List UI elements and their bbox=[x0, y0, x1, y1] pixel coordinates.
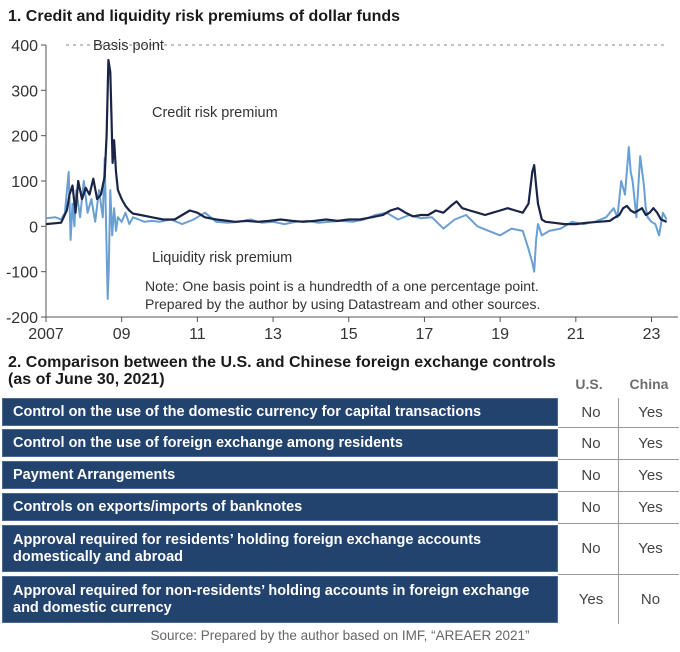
us-value: No bbox=[581, 540, 601, 557]
table-row: Control on the use of the domestic curre… bbox=[2, 398, 679, 426]
china-value: Yes bbox=[638, 540, 663, 557]
table-row: Controls on exports/imports of banknotes… bbox=[2, 493, 679, 521]
table-row: Approval required for non-residents’ hol… bbox=[2, 576, 679, 623]
credit-risk-line bbox=[45, 58, 668, 226]
y-tick-label: 300 bbox=[11, 83, 38, 100]
column-header-china: China bbox=[629, 376, 669, 392]
row-divider bbox=[558, 491, 679, 492]
liquidity-risk-label: Liquidity risk premium bbox=[152, 250, 292, 266]
row-label: Approval required for non-residents’ hol… bbox=[2, 576, 558, 623]
note-text: Note: One basis point is a hundredth of … bbox=[145, 278, 539, 294]
y-tick-label: -200 bbox=[6, 310, 38, 327]
x-tick-label: 11 bbox=[189, 326, 206, 343]
column-header-us: U.S. bbox=[575, 376, 603, 392]
row-label: Approval required for residents’ holding… bbox=[2, 525, 558, 572]
y-tick-label: 400 bbox=[11, 38, 38, 55]
china-value: No bbox=[640, 591, 661, 608]
row-divider bbox=[558, 523, 679, 524]
table-row: Approval required for residents’ holding… bbox=[2, 525, 679, 572]
x-tick-label: 19 bbox=[491, 326, 509, 343]
table-row: Payment Arrangements No Yes bbox=[2, 461, 679, 489]
column-divider bbox=[618, 398, 619, 624]
row-label: Payment Arrangements bbox=[2, 461, 558, 489]
x-tick-label: 09 bbox=[113, 326, 131, 343]
x-tick-label: 2007 bbox=[28, 326, 64, 343]
china-value: Yes bbox=[638, 403, 663, 421]
row-divider bbox=[558, 459, 679, 460]
y-tick-label: 0 bbox=[29, 219, 38, 236]
us-value: Yes bbox=[578, 591, 604, 608]
us-value: No bbox=[581, 466, 601, 484]
us-value: No bbox=[581, 434, 601, 452]
row-label: Control on the use of foreign exchange a… bbox=[2, 429, 558, 457]
x-tick-label: 15 bbox=[340, 326, 358, 343]
y-tick-label: -100 bbox=[6, 265, 38, 282]
china-value: Yes bbox=[638, 498, 663, 516]
row-divider bbox=[558, 574, 679, 575]
row-label: Controls on exports/imports of banknotes bbox=[2, 493, 558, 521]
china-value: Yes bbox=[638, 434, 663, 452]
liquidity-risk-line bbox=[45, 146, 668, 300]
source-text: Prepared by the author by using Datastre… bbox=[145, 296, 540, 312]
y-tick-label: 200 bbox=[11, 129, 38, 146]
china-value: Yes bbox=[638, 466, 663, 484]
credit-risk-label: Credit risk premium bbox=[152, 105, 278, 121]
chart-title: 1. Credit and liquidity risk premiums of… bbox=[8, 8, 401, 25]
row-label: Control on the use of the domestic curre… bbox=[2, 398, 558, 426]
source-note: Source: Prepared by the author based on … bbox=[150, 628, 530, 643]
us-value: No bbox=[581, 498, 601, 516]
y-tick-label: 100 bbox=[11, 174, 38, 191]
x-tick-label: 21 bbox=[567, 326, 585, 343]
y-unit-label: Basis point bbox=[93, 38, 164, 54]
us-value: No bbox=[581, 403, 601, 421]
x-tick-label: 23 bbox=[643, 326, 661, 343]
row-divider bbox=[558, 427, 679, 428]
table-row: Control on the use of foreign exchange a… bbox=[2, 429, 679, 457]
table-title: 2. Comparison between the U.S. and Chine… bbox=[8, 354, 556, 388]
x-tick-label: 17 bbox=[416, 326, 434, 343]
x-tick-label: 13 bbox=[264, 326, 282, 343]
